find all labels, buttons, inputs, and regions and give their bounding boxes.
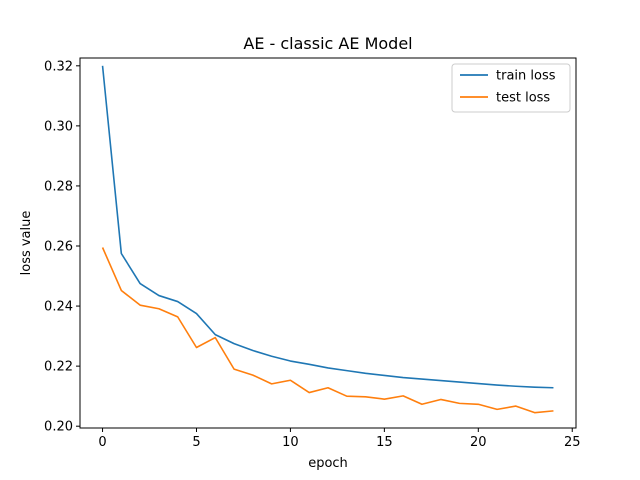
x-axis: 0 5 10 15 20 25 bbox=[98, 428, 581, 450]
y-axis-label: loss value bbox=[19, 211, 34, 276]
series-line-test-loss bbox=[101, 247, 554, 414]
x-tick-label: 0 bbox=[98, 435, 106, 450]
x-tick-label: 15 bbox=[376, 435, 393, 450]
legend-label: test loss bbox=[496, 91, 550, 106]
chart-title: AE - classic AE Model bbox=[243, 34, 412, 53]
x-tick-label: 20 bbox=[470, 435, 487, 450]
series-line-train-loss bbox=[101, 65, 554, 389]
y-tick-label: 0.30 bbox=[44, 119, 73, 134]
legend: train loss test loss bbox=[451, 63, 571, 113]
plot-lines bbox=[101, 65, 554, 414]
x-tick-label: 25 bbox=[564, 435, 581, 450]
y-axis: 0.20 0.22 0.24 0.26 0.28 0.30 0.32 bbox=[44, 59, 80, 435]
y-tick-label: 0.28 bbox=[44, 179, 73, 194]
y-tick-label: 0.24 bbox=[44, 300, 73, 315]
plot-frame bbox=[79, 57, 577, 429]
legend-label: train loss bbox=[496, 69, 556, 84]
y-tick-label: 0.32 bbox=[44, 59, 73, 74]
x-axis-label: epoch bbox=[308, 456, 348, 471]
y-tick-label: 0.20 bbox=[44, 420, 73, 435]
y-tick-label: 0.22 bbox=[44, 360, 73, 375]
x-tick-label: 5 bbox=[192, 435, 200, 450]
x-tick-label: 10 bbox=[282, 435, 299, 450]
y-tick-label: 0.26 bbox=[44, 240, 73, 255]
legend-box bbox=[451, 63, 571, 113]
